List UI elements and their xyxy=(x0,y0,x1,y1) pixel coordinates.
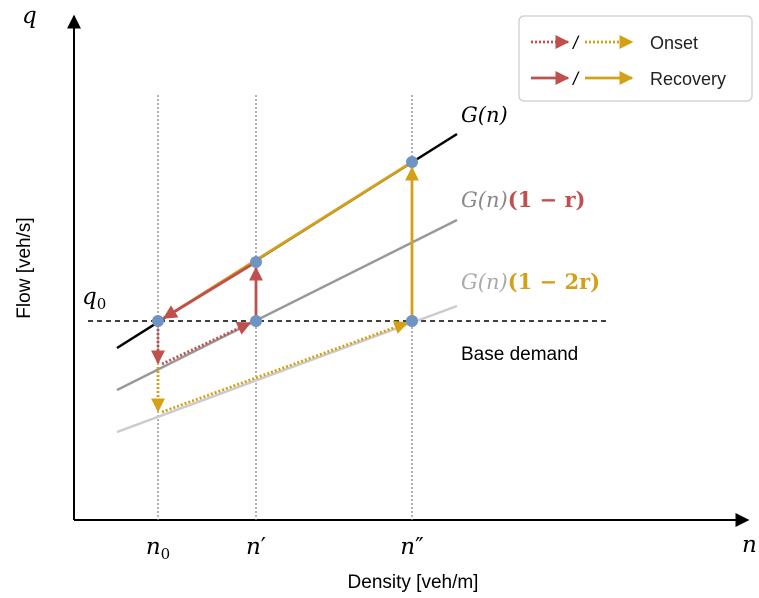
tick-q0: q0 xyxy=(82,284,106,313)
tick-q0-sub: 0 xyxy=(97,295,107,313)
legend: / Onset / Recovery xyxy=(518,15,753,102)
label-g2-factor: (1 − 2r) xyxy=(508,269,600,294)
legend-box xyxy=(518,15,753,102)
label-g1-base: G(n) xyxy=(461,188,508,212)
legend-onset-sep: / xyxy=(571,33,580,53)
label-g: G(n) xyxy=(461,103,508,127)
tick-q0-base: q xyxy=(82,284,97,310)
curve-g2 xyxy=(116,304,458,434)
label-g2-base: G(n) xyxy=(461,270,508,294)
point-ndoubleprime-g xyxy=(406,156,418,168)
point-nprime-q0 xyxy=(250,315,262,327)
onset-gold-diag xyxy=(161,320,409,414)
tick-ndoubleprime-mark: ″ xyxy=(415,534,424,560)
tick-n0-sub: 0 xyxy=(161,545,171,563)
point-ndoubleprime-q0 xyxy=(406,315,418,327)
point-nprime-g xyxy=(250,256,262,268)
legend-onset-label: Onset xyxy=(650,33,698,53)
tick-n0-base: n xyxy=(146,534,161,560)
legend-recovery-label: Recovery xyxy=(650,69,726,89)
tick-nprime-mark: ′ xyxy=(261,534,266,560)
x-axis-var: n xyxy=(742,532,757,558)
recovery-red-diag xyxy=(162,260,257,320)
tick-nprime: n′ xyxy=(246,534,266,560)
label-g1: G(n)(1 − r) xyxy=(461,187,585,212)
label-g1-factor: (1 − r) xyxy=(508,187,586,212)
onset-red-diag xyxy=(161,321,252,366)
base-demand-label: Base demand xyxy=(461,344,578,365)
point-n0-q0 xyxy=(152,315,164,327)
label-g2: G(n)(1 − 2r) xyxy=(461,269,600,294)
legend-recovery-sep: / xyxy=(571,69,580,89)
x-axis-title: Density [veh/m] xyxy=(348,572,479,593)
y-axis-title: Flow [veh/s] xyxy=(14,217,35,318)
tick-ndoubleprime: n″ xyxy=(400,534,424,560)
tick-nprime-base: n xyxy=(246,534,261,560)
tick-n0: n0 xyxy=(146,534,170,563)
curve-g1 xyxy=(116,218,458,392)
tick-ndoubleprime-base: n xyxy=(400,534,415,560)
y-axis-var: q xyxy=(22,3,37,29)
